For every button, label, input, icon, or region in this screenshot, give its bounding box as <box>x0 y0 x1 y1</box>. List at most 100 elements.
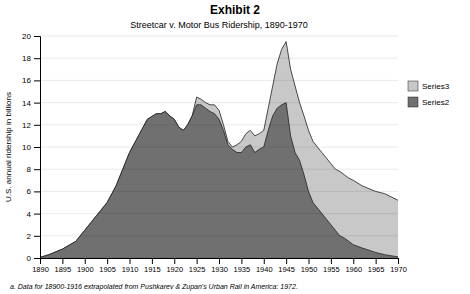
y-tick-label: 6 <box>27 187 32 196</box>
grid-line <box>40 235 398 236</box>
grid-line <box>40 102 398 103</box>
y-tick: 16 <box>22 76 40 85</box>
legend: Series3 Series2 <box>408 81 450 107</box>
x-tick: 1905 <box>99 258 116 274</box>
y-tick-label: 0 <box>27 254 32 263</box>
y-tick: 6 <box>27 187 40 196</box>
y-tick-label: 12 <box>22 121 31 130</box>
x-tick-label: 1910 <box>122 265 139 274</box>
area-outline <box>40 42 398 258</box>
title: Exhibit 2 <box>210 3 260 17</box>
x-tick: 1890 <box>32 258 49 274</box>
y-tick-mark <box>34 58 40 59</box>
x-tick-label: 1965 <box>368 265 385 274</box>
x-tick: 1950 <box>301 258 318 274</box>
x-axis: 1890189519001905191019151920192519301935… <box>32 258 407 274</box>
legend-swatch <box>408 97 418 107</box>
y-tick-mark <box>34 147 40 148</box>
grid-line <box>40 147 398 148</box>
x-tick-mark <box>85 258 86 264</box>
x-tick: 1930 <box>211 258 228 274</box>
x-tick-mark <box>219 258 220 264</box>
x-tick-label: 1890 <box>32 265 49 274</box>
x-tick-label: 1960 <box>345 265 362 274</box>
y-tick: 18 <box>22 54 40 63</box>
grid-line <box>40 58 398 59</box>
y-tick-mark <box>34 125 40 126</box>
x-tick: 1955 <box>323 258 340 274</box>
chart: 1890189519001905191019151920192519301935… <box>0 0 470 294</box>
x-tick-mark <box>331 258 332 264</box>
x-tick-mark <box>174 258 175 264</box>
y-tick: 12 <box>22 121 40 130</box>
x-tick: 1945 <box>278 258 295 274</box>
x-tick-mark <box>286 258 287 264</box>
x-tick-mark <box>130 258 131 264</box>
y-tick: 14 <box>22 99 40 108</box>
x-tick-mark <box>309 258 310 264</box>
x-tick-mark <box>152 258 153 264</box>
x-tick-mark <box>197 258 198 264</box>
y-tick-label: 16 <box>22 76 31 85</box>
x-tick: 1915 <box>144 258 161 274</box>
y-tick: 2 <box>27 232 40 241</box>
x-tick-label: 1950 <box>301 265 318 274</box>
footnote: a. Data for 18900-1916 extrapolated from… <box>10 283 298 291</box>
x-tick-mark <box>241 258 242 264</box>
y-tick: 8 <box>27 165 40 174</box>
grid-line <box>40 80 398 81</box>
y-tick-mark <box>34 103 40 104</box>
legend-item: Series3 <box>408 81 450 91</box>
y-tick-label: 2 <box>27 232 32 241</box>
grid-line <box>40 124 398 125</box>
x-tick-mark <box>107 258 108 264</box>
x-tick-label: 1900 <box>77 265 94 274</box>
x-axis-line <box>41 259 399 265</box>
y-tick-label: 8 <box>27 165 32 174</box>
y-tick: 10 <box>22 143 40 152</box>
x-tick-mark <box>353 258 354 264</box>
x-tick-mark <box>264 258 265 264</box>
y-tick-label: 20 <box>22 32 31 41</box>
y-tick-mark <box>34 214 40 215</box>
x-tick: 1940 <box>256 258 273 274</box>
x-tick: 1910 <box>122 258 139 274</box>
x-tick-label: 1940 <box>256 265 273 274</box>
x-tick-label: 1930 <box>211 265 228 274</box>
x-tick: 1965 <box>368 258 385 274</box>
grid-line <box>40 191 398 192</box>
y-tick-mark <box>34 258 40 259</box>
y-tick-mark <box>34 236 40 237</box>
x-tick-label: 1935 <box>234 265 251 274</box>
x-tick-label: 1955 <box>323 265 340 274</box>
x-tick-mark <box>398 258 399 264</box>
y-tick-mark <box>34 80 40 81</box>
x-tick: 1900 <box>77 258 94 274</box>
y-tick-mark <box>34 191 40 192</box>
grid-line <box>40 213 398 214</box>
plot-area <box>40 42 398 258</box>
legend-item: Series2 <box>408 97 450 107</box>
x-tick-label: 1920 <box>166 265 183 274</box>
x-tick-mark <box>376 258 377 264</box>
y-tick-label: 14 <box>22 99 31 108</box>
legend-label: Series2 <box>422 98 450 107</box>
grid-line <box>40 36 398 37</box>
y-tick-label: 4 <box>27 210 32 219</box>
legend-swatch <box>408 81 418 91</box>
y-axis-line <box>34 37 41 259</box>
grid <box>40 36 398 258</box>
y-tick: 4 <box>27 210 40 219</box>
x-tick: 1920 <box>166 258 183 274</box>
x-tick-label: 1945 <box>278 265 295 274</box>
x-tick: 1925 <box>189 258 206 274</box>
subtitle: Streetcar v. Motor Bus Ridership, 1890-1… <box>130 20 307 30</box>
legend-label: Series3 <box>422 82 450 91</box>
y-axis-title: U.S. annual ridership in billions <box>4 92 13 202</box>
x-tick-mark <box>62 258 63 264</box>
y-tick-label: 10 <box>22 143 31 152</box>
x-tick-label: 1915 <box>144 265 161 274</box>
y-tick-mark <box>34 36 40 37</box>
y-tick-mark <box>34 169 40 170</box>
y-tick: 0 <box>27 254 40 263</box>
